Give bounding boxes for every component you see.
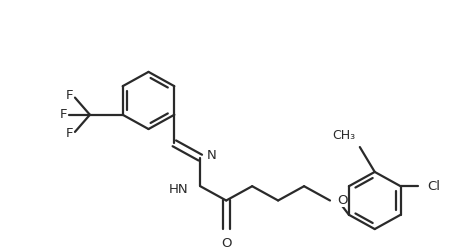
Text: O: O	[221, 237, 232, 250]
Text: F: F	[65, 127, 73, 140]
Text: F: F	[65, 89, 73, 102]
Text: HN: HN	[169, 182, 188, 196]
Text: F: F	[59, 108, 67, 121]
Text: O: O	[337, 194, 347, 207]
Text: Cl: Cl	[427, 180, 440, 193]
Text: N: N	[207, 149, 217, 162]
Text: CH₃: CH₃	[333, 129, 356, 142]
